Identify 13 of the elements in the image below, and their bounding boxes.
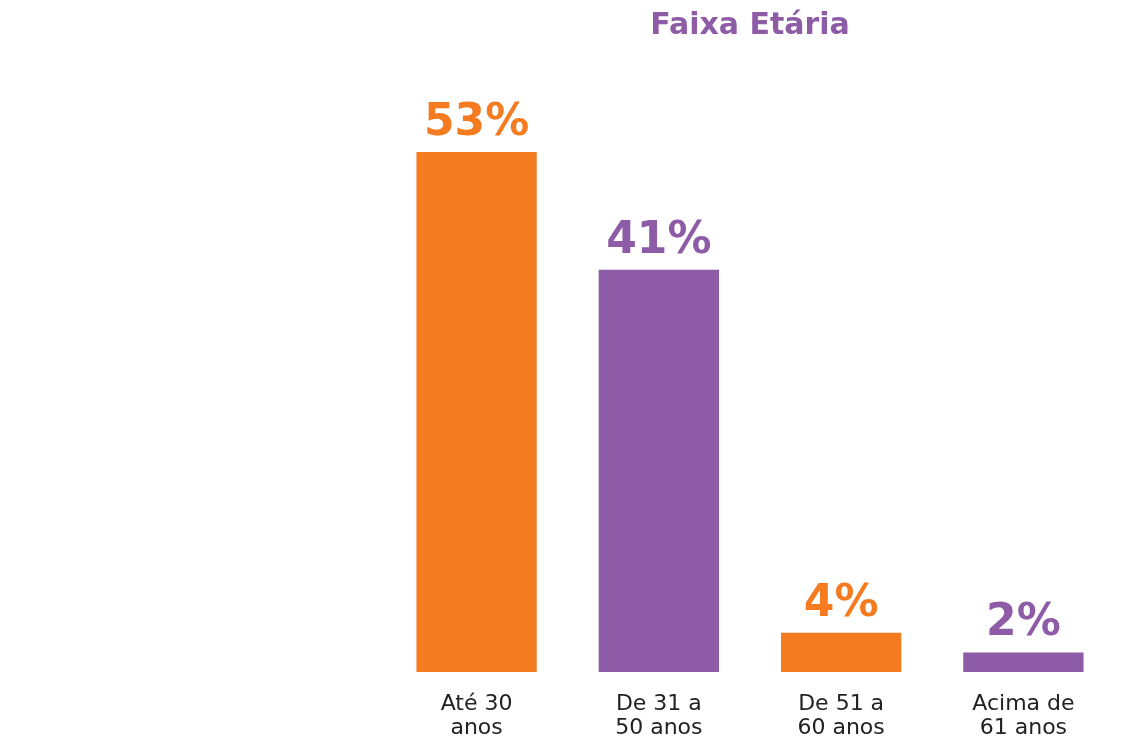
x-tick-label: De 51 a 60 anos [797, 689, 885, 739]
data-label: 4% [803, 574, 879, 626]
data-label: 2% [986, 594, 1061, 646]
data-label: 53% [423, 94, 530, 145]
x-tick-label: De 31 a 50 anos [615, 689, 703, 739]
bar [963, 652, 1084, 672]
bar [780, 632, 902, 672]
bar [598, 269, 720, 672]
x-tick-label: Acima de 61 anos [972, 689, 1075, 739]
x-tick-label: Até 30 anos [440, 689, 513, 739]
chart-title: Faixa Etária [650, 6, 850, 41]
bar [416, 152, 537, 672]
data-label: 41% [606, 211, 712, 263]
